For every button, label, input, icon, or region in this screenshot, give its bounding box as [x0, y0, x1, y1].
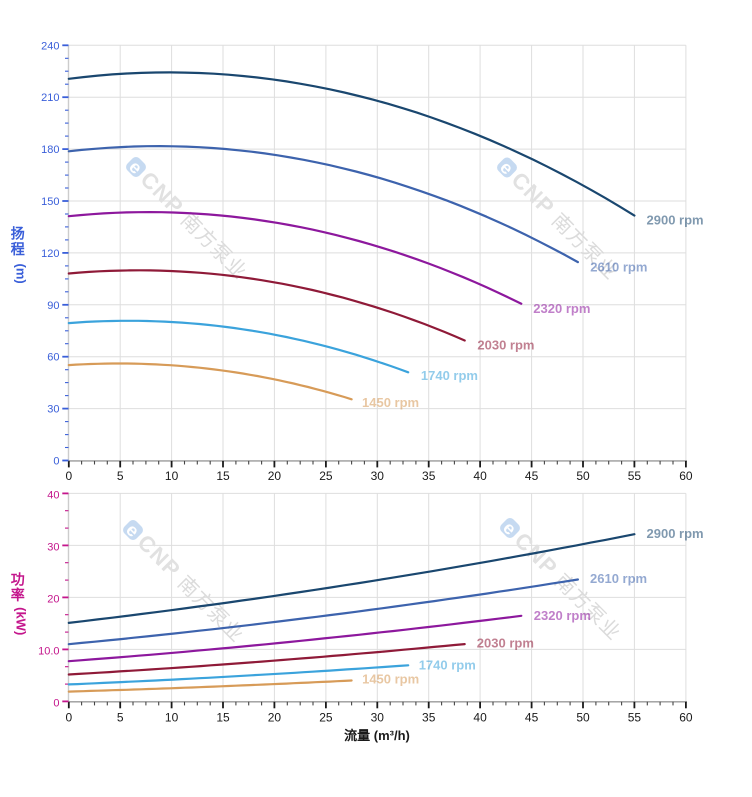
svg-text:55: 55 — [628, 469, 642, 483]
svg-text:率: 率 — [11, 587, 25, 603]
svg-text:程: 程 — [11, 241, 25, 257]
svg-text:40: 40 — [473, 469, 487, 483]
svg-text:20: 20 — [268, 469, 282, 483]
svg-text:60: 60 — [47, 352, 59, 364]
svg-text:30: 30 — [371, 711, 385, 725]
svg-text:0: 0 — [65, 711, 72, 725]
svg-text:20: 20 — [268, 711, 282, 725]
svg-text:25: 25 — [319, 711, 333, 725]
svg-text:1740 rpm: 1740 rpm — [419, 657, 476, 672]
svg-text:10.0: 10.0 — [38, 646, 59, 658]
svg-text:15: 15 — [216, 711, 230, 725]
svg-text:1740 rpm: 1740 rpm — [421, 368, 478, 383]
svg-text:10: 10 — [165, 469, 179, 483]
svg-text:60: 60 — [679, 711, 693, 725]
svg-text:(m): (m) — [14, 263, 29, 283]
svg-text:120: 120 — [41, 248, 59, 260]
svg-text:0: 0 — [65, 469, 72, 483]
svg-text:2610 rpm: 2610 rpm — [590, 571, 647, 586]
svg-text:180: 180 — [41, 144, 59, 156]
svg-text:2030 rpm: 2030 rpm — [477, 338, 534, 353]
svg-text:10: 10 — [165, 711, 179, 725]
svg-text:40: 40 — [47, 490, 59, 502]
svg-text:2900 rpm: 2900 rpm — [647, 526, 704, 541]
svg-text:流量 (m³/h): 流量 (m³/h) — [344, 728, 410, 743]
svg-text:扬: 扬 — [11, 226, 25, 242]
svg-text:20: 20 — [47, 594, 59, 606]
svg-text:240: 240 — [41, 40, 59, 52]
svg-text:210: 210 — [41, 92, 59, 104]
svg-text:30: 30 — [371, 469, 385, 483]
svg-text:2610 rpm: 2610 rpm — [590, 259, 647, 274]
svg-text:35: 35 — [422, 711, 436, 725]
svg-text:50: 50 — [576, 711, 590, 725]
svg-text:55: 55 — [628, 711, 642, 725]
svg-text:2320 rpm: 2320 rpm — [534, 608, 591, 623]
svg-text:1450 rpm: 1450 rpm — [362, 671, 419, 686]
svg-text:150: 150 — [41, 196, 59, 208]
svg-text:40: 40 — [473, 711, 487, 725]
svg-text:0: 0 — [53, 698, 59, 710]
svg-text:60: 60 — [679, 469, 693, 483]
svg-text:0: 0 — [53, 456, 59, 468]
svg-text:1450 rpm: 1450 rpm — [362, 395, 419, 410]
svg-text:35: 35 — [422, 469, 436, 483]
svg-text:15: 15 — [216, 469, 230, 483]
svg-text:45: 45 — [525, 711, 539, 725]
svg-text:25: 25 — [319, 469, 333, 483]
svg-text:2900 rpm: 2900 rpm — [647, 212, 704, 227]
svg-text:2030 rpm: 2030 rpm — [477, 636, 534, 651]
svg-text:2320 rpm: 2320 rpm — [533, 301, 590, 316]
svg-text:30: 30 — [47, 404, 59, 416]
svg-text:5: 5 — [117, 469, 124, 483]
svg-text:45: 45 — [525, 469, 539, 483]
svg-text:CNP 南方泵业: CNP 南方泵业 — [136, 167, 253, 284]
svg-text:30: 30 — [47, 542, 59, 554]
svg-text:50: 50 — [576, 469, 590, 483]
svg-text:CNP 南方泵业: CNP 南方泵业 — [133, 530, 250, 647]
svg-text:功: 功 — [11, 572, 25, 588]
svg-text:90: 90 — [47, 300, 59, 312]
svg-text:5: 5 — [117, 711, 124, 725]
svg-text:(kW): (kW) — [14, 607, 29, 635]
